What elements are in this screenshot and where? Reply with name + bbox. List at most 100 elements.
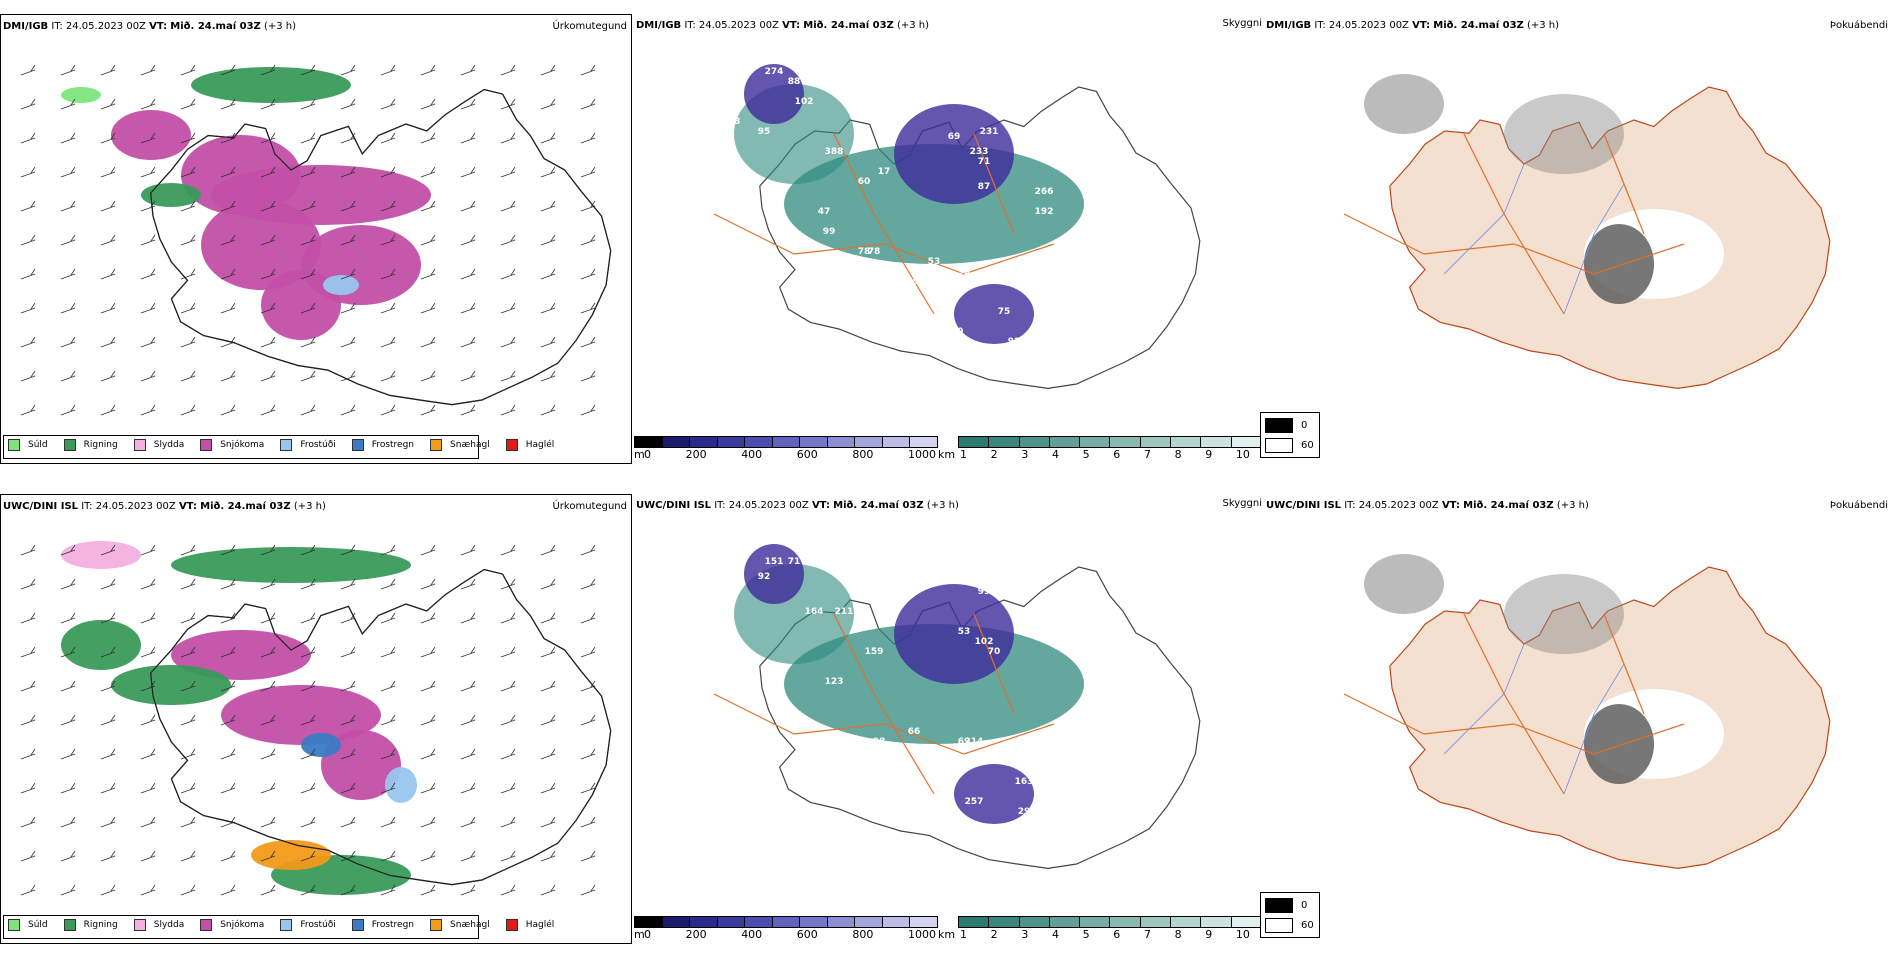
wind-barb bbox=[420, 404, 436, 416]
colorbar-segment bbox=[1110, 437, 1141, 447]
wind-barb bbox=[300, 646, 316, 658]
wind-barb bbox=[540, 404, 556, 416]
wind-barb bbox=[260, 680, 276, 692]
precip-area bbox=[61, 620, 141, 670]
valid-time-label: VT: bbox=[178, 501, 197, 512]
wind-barb bbox=[460, 132, 476, 144]
valid-time-label: VT: bbox=[811, 500, 830, 511]
wind-barb bbox=[420, 132, 436, 144]
wind-barb bbox=[260, 370, 276, 382]
wind-barb bbox=[140, 234, 156, 246]
wind-barb bbox=[340, 302, 356, 314]
wind-barb bbox=[460, 680, 476, 692]
colorbar-tick: 200 bbox=[685, 928, 707, 941]
precip-area bbox=[301, 733, 341, 757]
wind-barb bbox=[380, 336, 396, 348]
legend-item: Rigning bbox=[63, 439, 118, 451]
wind-barb bbox=[60, 302, 76, 314]
wind-barb bbox=[500, 166, 516, 178]
wind-barb bbox=[420, 612, 436, 624]
wind-barb bbox=[340, 200, 356, 212]
colorbar-segment bbox=[959, 437, 990, 447]
wind-barb bbox=[340, 98, 356, 110]
colorbar-segment bbox=[959, 917, 990, 927]
colorbar-segment bbox=[910, 917, 938, 927]
ceiling-label: 256 bbox=[745, 47, 764, 57]
legend-item: Slydda bbox=[133, 919, 184, 931]
wind-barb bbox=[180, 884, 196, 896]
fog-area bbox=[1584, 704, 1654, 784]
wind-barb bbox=[60, 544, 76, 556]
wind-barb bbox=[540, 132, 556, 144]
wind-barb bbox=[380, 370, 396, 382]
wind-barb bbox=[60, 714, 76, 726]
wind-barb bbox=[100, 336, 116, 348]
wind-barb bbox=[100, 132, 116, 144]
valid-time-label: VT: bbox=[782, 20, 801, 31]
wind-barb bbox=[420, 336, 436, 348]
colorbar-tick: 7 bbox=[1143, 448, 1151, 461]
colorbar-segment bbox=[910, 437, 938, 447]
wind-barb bbox=[100, 544, 116, 556]
legend-label: Frostregn bbox=[371, 440, 415, 450]
wind-barb bbox=[100, 680, 116, 692]
wind-barb bbox=[460, 646, 476, 658]
ceiling-label: 400 bbox=[945, 327, 964, 337]
wind-barb bbox=[580, 336, 596, 348]
wind-barb bbox=[540, 850, 556, 862]
wind-barb bbox=[100, 370, 116, 382]
ceiling-label: 101 bbox=[765, 537, 784, 547]
wind-barb bbox=[580, 302, 596, 314]
wind-barb bbox=[60, 132, 76, 144]
wind-barb bbox=[340, 748, 356, 760]
fog-title: Þokuábendi bbox=[1829, 500, 1888, 511]
wind-barb bbox=[20, 646, 36, 658]
legend-item: Súld bbox=[8, 439, 48, 451]
colorbar-segment bbox=[989, 437, 1020, 447]
wind-barb bbox=[140, 370, 156, 382]
wind-barb bbox=[420, 578, 436, 590]
colorbar-segment bbox=[772, 437, 801, 447]
wind-barb bbox=[500, 850, 516, 862]
ceiling-colorbar bbox=[634, 436, 938, 448]
legend-label: Snjókoma bbox=[220, 440, 265, 450]
wind-barb bbox=[20, 404, 36, 416]
wind-barb bbox=[580, 748, 596, 760]
ceiling-label: 87 bbox=[978, 182, 991, 192]
colorbar-tick: 1 bbox=[960, 928, 967, 941]
wind-barb bbox=[100, 850, 116, 862]
valid-time-value: Mið. 24.maí 03Z bbox=[833, 500, 924, 511]
wind-barb bbox=[140, 748, 156, 760]
ceiling-label: 17 bbox=[878, 167, 891, 177]
ceiling-label: 69 bbox=[958, 737, 971, 747]
wind-barb bbox=[460, 302, 476, 314]
wind-barb bbox=[300, 302, 316, 314]
wind-barb bbox=[20, 64, 36, 76]
model-name: UWC/DINI ISL bbox=[3, 501, 79, 512]
wind-barb bbox=[580, 132, 596, 144]
fog-map bbox=[1343, 554, 1831, 870]
colorbar-segment bbox=[1049, 917, 1081, 927]
wind-barb bbox=[100, 646, 116, 658]
low-visibility-area bbox=[784, 624, 1084, 744]
wind-barb bbox=[300, 268, 316, 280]
wind-barb bbox=[500, 612, 516, 624]
precip-type-panel-top: DMI/IGB IT: 24.05.2023 00Z VT: Mið. 24.m… bbox=[0, 14, 632, 464]
wind-barb bbox=[180, 302, 196, 314]
precip-type-title: Úrkomutegund bbox=[552, 21, 627, 32]
wind-barb bbox=[180, 544, 196, 556]
fog-legend-label: 0 bbox=[1301, 900, 1308, 911]
fog-legend-swatch-white bbox=[1265, 918, 1293, 933]
wind-barb bbox=[100, 884, 116, 896]
ceiling-label: 233 bbox=[970, 147, 989, 157]
fog-title: Þokuábendi bbox=[1829, 20, 1888, 31]
wind-barb bbox=[300, 612, 316, 624]
wind-barb bbox=[60, 234, 76, 246]
precip-area bbox=[61, 87, 101, 103]
ceiling-title: Skyggni bbox=[1222, 498, 1262, 509]
wind-barb bbox=[100, 578, 116, 590]
ceiling-label: 66 bbox=[908, 727, 921, 737]
wind-barb bbox=[380, 404, 396, 416]
panel-header: DMI/IGB IT: 24.05.2023 00Z VT: Mið. 24.m… bbox=[3, 21, 296, 32]
